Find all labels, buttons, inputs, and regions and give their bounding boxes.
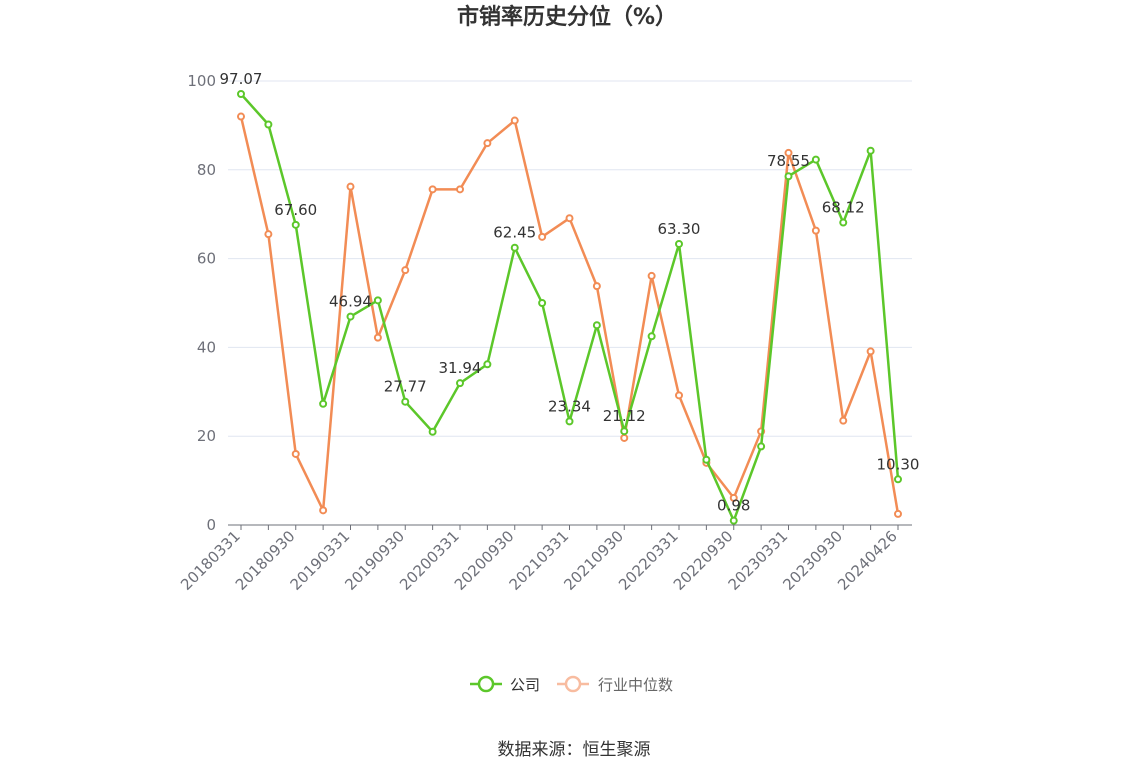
legend-marker	[477, 675, 495, 693]
data-point	[483, 360, 492, 369]
data-point	[592, 321, 601, 330]
series-line	[239, 116, 900, 515]
data-point	[319, 506, 328, 515]
data-point	[428, 427, 437, 436]
data-label: 97.07	[220, 70, 263, 88]
data-point	[839, 416, 848, 425]
data-label: 62.45	[493, 224, 536, 242]
data-point	[702, 455, 711, 464]
data-point	[894, 475, 902, 484]
data-label: 67.60	[274, 201, 317, 219]
data-point	[428, 185, 437, 194]
y-tick-label: 80	[197, 161, 216, 179]
data-point	[237, 90, 245, 99]
data-point	[784, 148, 793, 157]
data-label: 68.12	[822, 199, 865, 217]
data-point	[784, 172, 793, 181]
data-point	[346, 312, 355, 321]
data-point	[237, 112, 245, 121]
data-point	[592, 282, 601, 291]
data-labels: 97.07 67.60 46.94 27.77 31.94 62.45 23.34 21.12…	[220, 70, 920, 515]
data-point	[538, 299, 547, 307]
data-point	[757, 442, 766, 451]
data-point	[456, 379, 464, 388]
legend[interactable]: 公司 行业中位数	[470, 675, 673, 694]
y-axis-tick-labels: 0 20 40 60 80 100	[187, 72, 216, 534]
legend-item-0[interactable]: 公司	[470, 675, 540, 694]
data-point	[319, 399, 328, 408]
data-point	[866, 146, 875, 155]
legend-marker	[564, 675, 582, 693]
y-tick-label: 40	[197, 338, 216, 356]
data-point	[729, 516, 738, 525]
data-point	[647, 271, 656, 280]
data-point	[346, 182, 355, 191]
data-point	[565, 214, 574, 223]
data-point	[373, 296, 382, 305]
data-point	[264, 120, 273, 129]
data-label: 46.94	[329, 293, 372, 311]
data-label: 21.12	[603, 407, 646, 425]
data-point	[811, 226, 820, 235]
data-point	[675, 239, 683, 248]
data-label: 10.30	[877, 455, 920, 473]
legend-item-1[interactable]: 行业中位数	[557, 675, 673, 694]
data-label: 31.94	[439, 359, 482, 377]
data-label: 0.98	[717, 497, 750, 515]
data-point	[291, 220, 300, 229]
data-point	[373, 333, 382, 342]
data-point	[510, 116, 519, 125]
data-point	[483, 139, 492, 148]
data-point	[264, 230, 273, 239]
series-0	[237, 90, 902, 525]
data-point	[401, 397, 410, 406]
data-point	[894, 509, 902, 518]
data-label: 78.55	[767, 152, 810, 170]
data-point	[291, 449, 300, 458]
series-layer	[237, 90, 902, 525]
legend-label: 公司	[510, 676, 540, 694]
data-point	[839, 218, 848, 227]
data-point	[647, 332, 656, 341]
y-tick-label: 0	[206, 516, 216, 534]
data-point	[456, 185, 464, 194]
data-label: 63.30	[658, 220, 701, 238]
data-point	[510, 243, 519, 252]
x-tick-label: 20240426	[834, 527, 901, 594]
data-point	[565, 417, 574, 426]
data-point	[729, 493, 738, 502]
data-point	[675, 391, 683, 400]
data-point	[401, 266, 410, 275]
source-note: 数据来源：恒生聚源	[498, 740, 651, 760]
data-point	[620, 427, 629, 436]
legend-label: 行业中位数	[598, 676, 673, 694]
series-1	[237, 112, 902, 518]
x-axis: 2018033120180930201903312019093020200331…	[177, 524, 912, 594]
data-point	[866, 347, 875, 356]
data-point	[538, 232, 547, 241]
chart-title: 市销率历史分位（%）	[457, 4, 677, 30]
y-tick-label: 60	[197, 250, 216, 268]
data-label: 27.77	[384, 378, 427, 396]
data-point	[620, 433, 629, 442]
y-tick-label: 100	[187, 72, 216, 90]
y-tick-label: 20	[197, 427, 216, 445]
data-label: 23.34	[548, 397, 591, 415]
data-point	[811, 155, 820, 164]
